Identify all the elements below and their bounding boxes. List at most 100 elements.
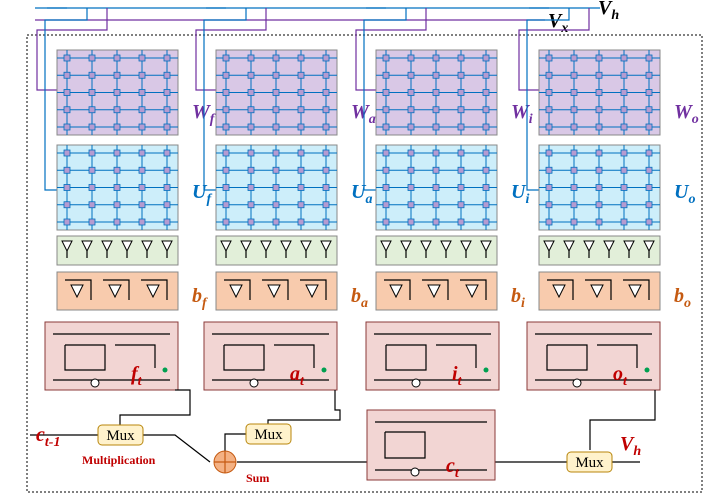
cell <box>139 202 145 208</box>
cell <box>223 72 229 78</box>
multiplication-label: Multiplication <box>82 453 156 467</box>
b-label-sub: f <box>202 296 208 311</box>
cell <box>298 90 304 96</box>
cell <box>223 167 229 173</box>
cell <box>164 219 170 225</box>
b-label: bo <box>674 285 691 311</box>
cell <box>89 185 95 191</box>
cell <box>483 150 489 156</box>
cell <box>546 150 552 156</box>
cell <box>64 90 70 96</box>
cell <box>223 107 229 113</box>
cell <box>64 167 70 173</box>
node <box>573 379 581 387</box>
node <box>250 379 258 387</box>
cell <box>323 90 329 96</box>
cell <box>408 219 414 225</box>
cell <box>458 219 464 225</box>
cell <box>114 72 120 78</box>
cell <box>114 55 120 61</box>
u-label-sub: o <box>688 192 695 207</box>
cell <box>433 219 439 225</box>
b-label-main: b <box>674 285 684 307</box>
cell <box>596 185 602 191</box>
cell <box>646 185 652 191</box>
cell <box>596 107 602 113</box>
cell <box>298 167 304 173</box>
cell <box>483 124 489 130</box>
u-label: Ua <box>351 181 372 207</box>
cell <box>273 72 279 78</box>
cell <box>458 124 464 130</box>
cell <box>408 124 414 130</box>
vx-label-sub: x <box>560 21 568 36</box>
cell <box>458 202 464 208</box>
cell <box>164 167 170 173</box>
cell <box>89 150 95 156</box>
cell <box>546 202 552 208</box>
cell <box>383 90 389 96</box>
cell <box>273 219 279 225</box>
b-label-main: b <box>192 285 202 307</box>
cell <box>646 219 652 225</box>
cell <box>571 150 577 156</box>
output-node <box>484 368 489 373</box>
cell <box>646 90 652 96</box>
cell <box>646 55 652 61</box>
cell <box>298 72 304 78</box>
cell <box>139 124 145 130</box>
w-label-sub: i <box>529 112 533 127</box>
mux-label: Mux <box>106 428 135 444</box>
cell <box>571 185 577 191</box>
cell <box>298 185 304 191</box>
cell <box>458 185 464 191</box>
ct-label-main: c <box>446 455 455 477</box>
node <box>412 379 420 387</box>
w-label: Wo <box>674 101 699 127</box>
b-label: ba <box>351 285 368 311</box>
cell <box>89 72 95 78</box>
cell <box>273 167 279 173</box>
vx-label: Vx <box>548 10 568 36</box>
cell <box>546 185 552 191</box>
b-label-sub: o <box>684 296 691 311</box>
cell <box>139 107 145 113</box>
b-label-sub: i <box>521 296 525 311</box>
cell <box>139 55 145 61</box>
cell <box>621 72 627 78</box>
cell <box>323 167 329 173</box>
cell <box>139 167 145 173</box>
cell <box>223 185 229 191</box>
cell <box>383 55 389 61</box>
cell <box>408 55 414 61</box>
cell <box>433 90 439 96</box>
cell <box>483 219 489 225</box>
w-label-main: W <box>192 101 211 123</box>
cell <box>546 55 552 61</box>
buffer-row <box>216 236 337 265</box>
cell <box>139 72 145 78</box>
cell <box>458 150 464 156</box>
cell <box>323 202 329 208</box>
cell <box>621 150 627 156</box>
w-label-sub: o <box>692 112 699 127</box>
cell <box>383 72 389 78</box>
cell <box>621 202 627 208</box>
cell <box>483 185 489 191</box>
sum-label: Sum <box>246 471 269 485</box>
cell <box>646 202 652 208</box>
cell <box>114 107 120 113</box>
cell <box>483 55 489 61</box>
cell <box>571 202 577 208</box>
cell <box>646 167 652 173</box>
cell <box>64 202 70 208</box>
w-label-sub: f <box>210 112 216 127</box>
cell <box>408 202 414 208</box>
out-label-main: a <box>290 363 300 385</box>
cell <box>114 124 120 130</box>
cell <box>571 55 577 61</box>
node <box>91 379 99 387</box>
cell <box>64 150 70 156</box>
cell <box>323 124 329 130</box>
buffer-row <box>57 236 178 265</box>
